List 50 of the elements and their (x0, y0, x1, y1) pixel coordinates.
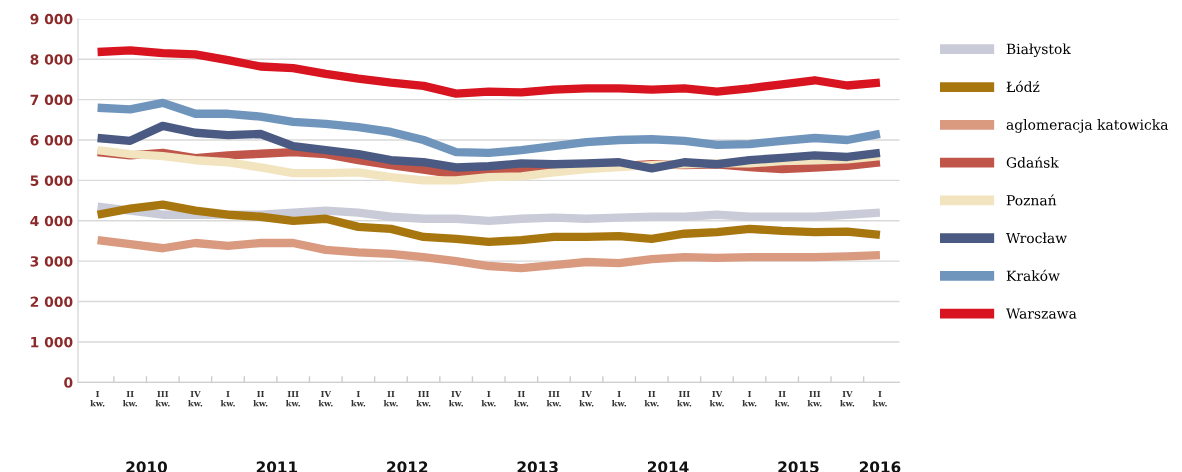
y-tick-label: 5 000 (30, 175, 73, 186)
x-tick-label: IV kw. (709, 390, 724, 407)
x-tick-label: I kw. (611, 390, 626, 407)
x-tick-label: IV kw. (448, 390, 463, 407)
legend-label: Białystok (1006, 43, 1071, 58)
legend-label: Kraków (1006, 269, 1060, 282)
x-tick-label: I kw. (351, 390, 366, 407)
x-tick-label: IV kw. (318, 390, 333, 407)
text: 2016 (859, 461, 901, 472)
x-tick-label: III kw. (546, 390, 561, 407)
y-tick-label: 2 000 (30, 296, 73, 308)
x-tick-label: I kw. (481, 390, 496, 407)
y-tick-label: 8 000 (30, 54, 73, 65)
y-tick-label: 1 000 (31, 336, 73, 348)
y-tick-label: 0 (64, 377, 73, 388)
x-tick-label: III kw. (416, 390, 431, 407)
y-tick-label: 6 000 (30, 135, 73, 146)
text: 2011 (256, 461, 298, 472)
x-tick-label: II kw. (122, 390, 137, 407)
text: 2012 (387, 461, 428, 472)
x-tick-label: II kw. (514, 390, 529, 407)
x-tick-label: III kw. (155, 390, 170, 407)
text: 2014 (648, 461, 689, 472)
legend-label: Wrocław (1006, 232, 1067, 244)
text: 2013 (517, 461, 558, 472)
x-tick-label: IV kw. (840, 390, 855, 407)
x-tick-label: I kw. (90, 390, 105, 407)
x-tick-label: III kw. (677, 390, 692, 407)
x-tick-label: IV kw. (188, 390, 203, 407)
x-tick-label: I kw. (220, 390, 235, 407)
legend-label: Warszawa (1006, 308, 1077, 319)
y-tick-label: 7 000 (30, 94, 73, 106)
legend-label: Łódź (1006, 80, 1040, 93)
x-tick-label: II kw. (774, 390, 789, 407)
x-tick-label: III kw. (807, 390, 822, 407)
y-tick-label: 4 000 (30, 215, 73, 227)
x-tick-label: I kw. (742, 390, 757, 407)
text: 2015 (778, 461, 819, 472)
x-tick-label: II kw. (253, 390, 268, 407)
text: 2010 (126, 461, 167, 472)
legend-label: aglomeracja katowicka (1006, 119, 1169, 133)
x-tick-label: IV kw. (579, 390, 594, 407)
legend-label: Poznań (1006, 194, 1057, 206)
x-tick-label: II kw. (644, 390, 659, 407)
x-tick-label: III kw. (285, 390, 300, 407)
x-tick-label: I kw. (872, 390, 887, 407)
y-tick-label: 3 000 (30, 256, 73, 267)
y-tick-label: 9 000 (30, 13, 73, 25)
x-tick-label: II kw. (383, 390, 398, 407)
legend-label: Gdańsk (1006, 156, 1059, 168)
